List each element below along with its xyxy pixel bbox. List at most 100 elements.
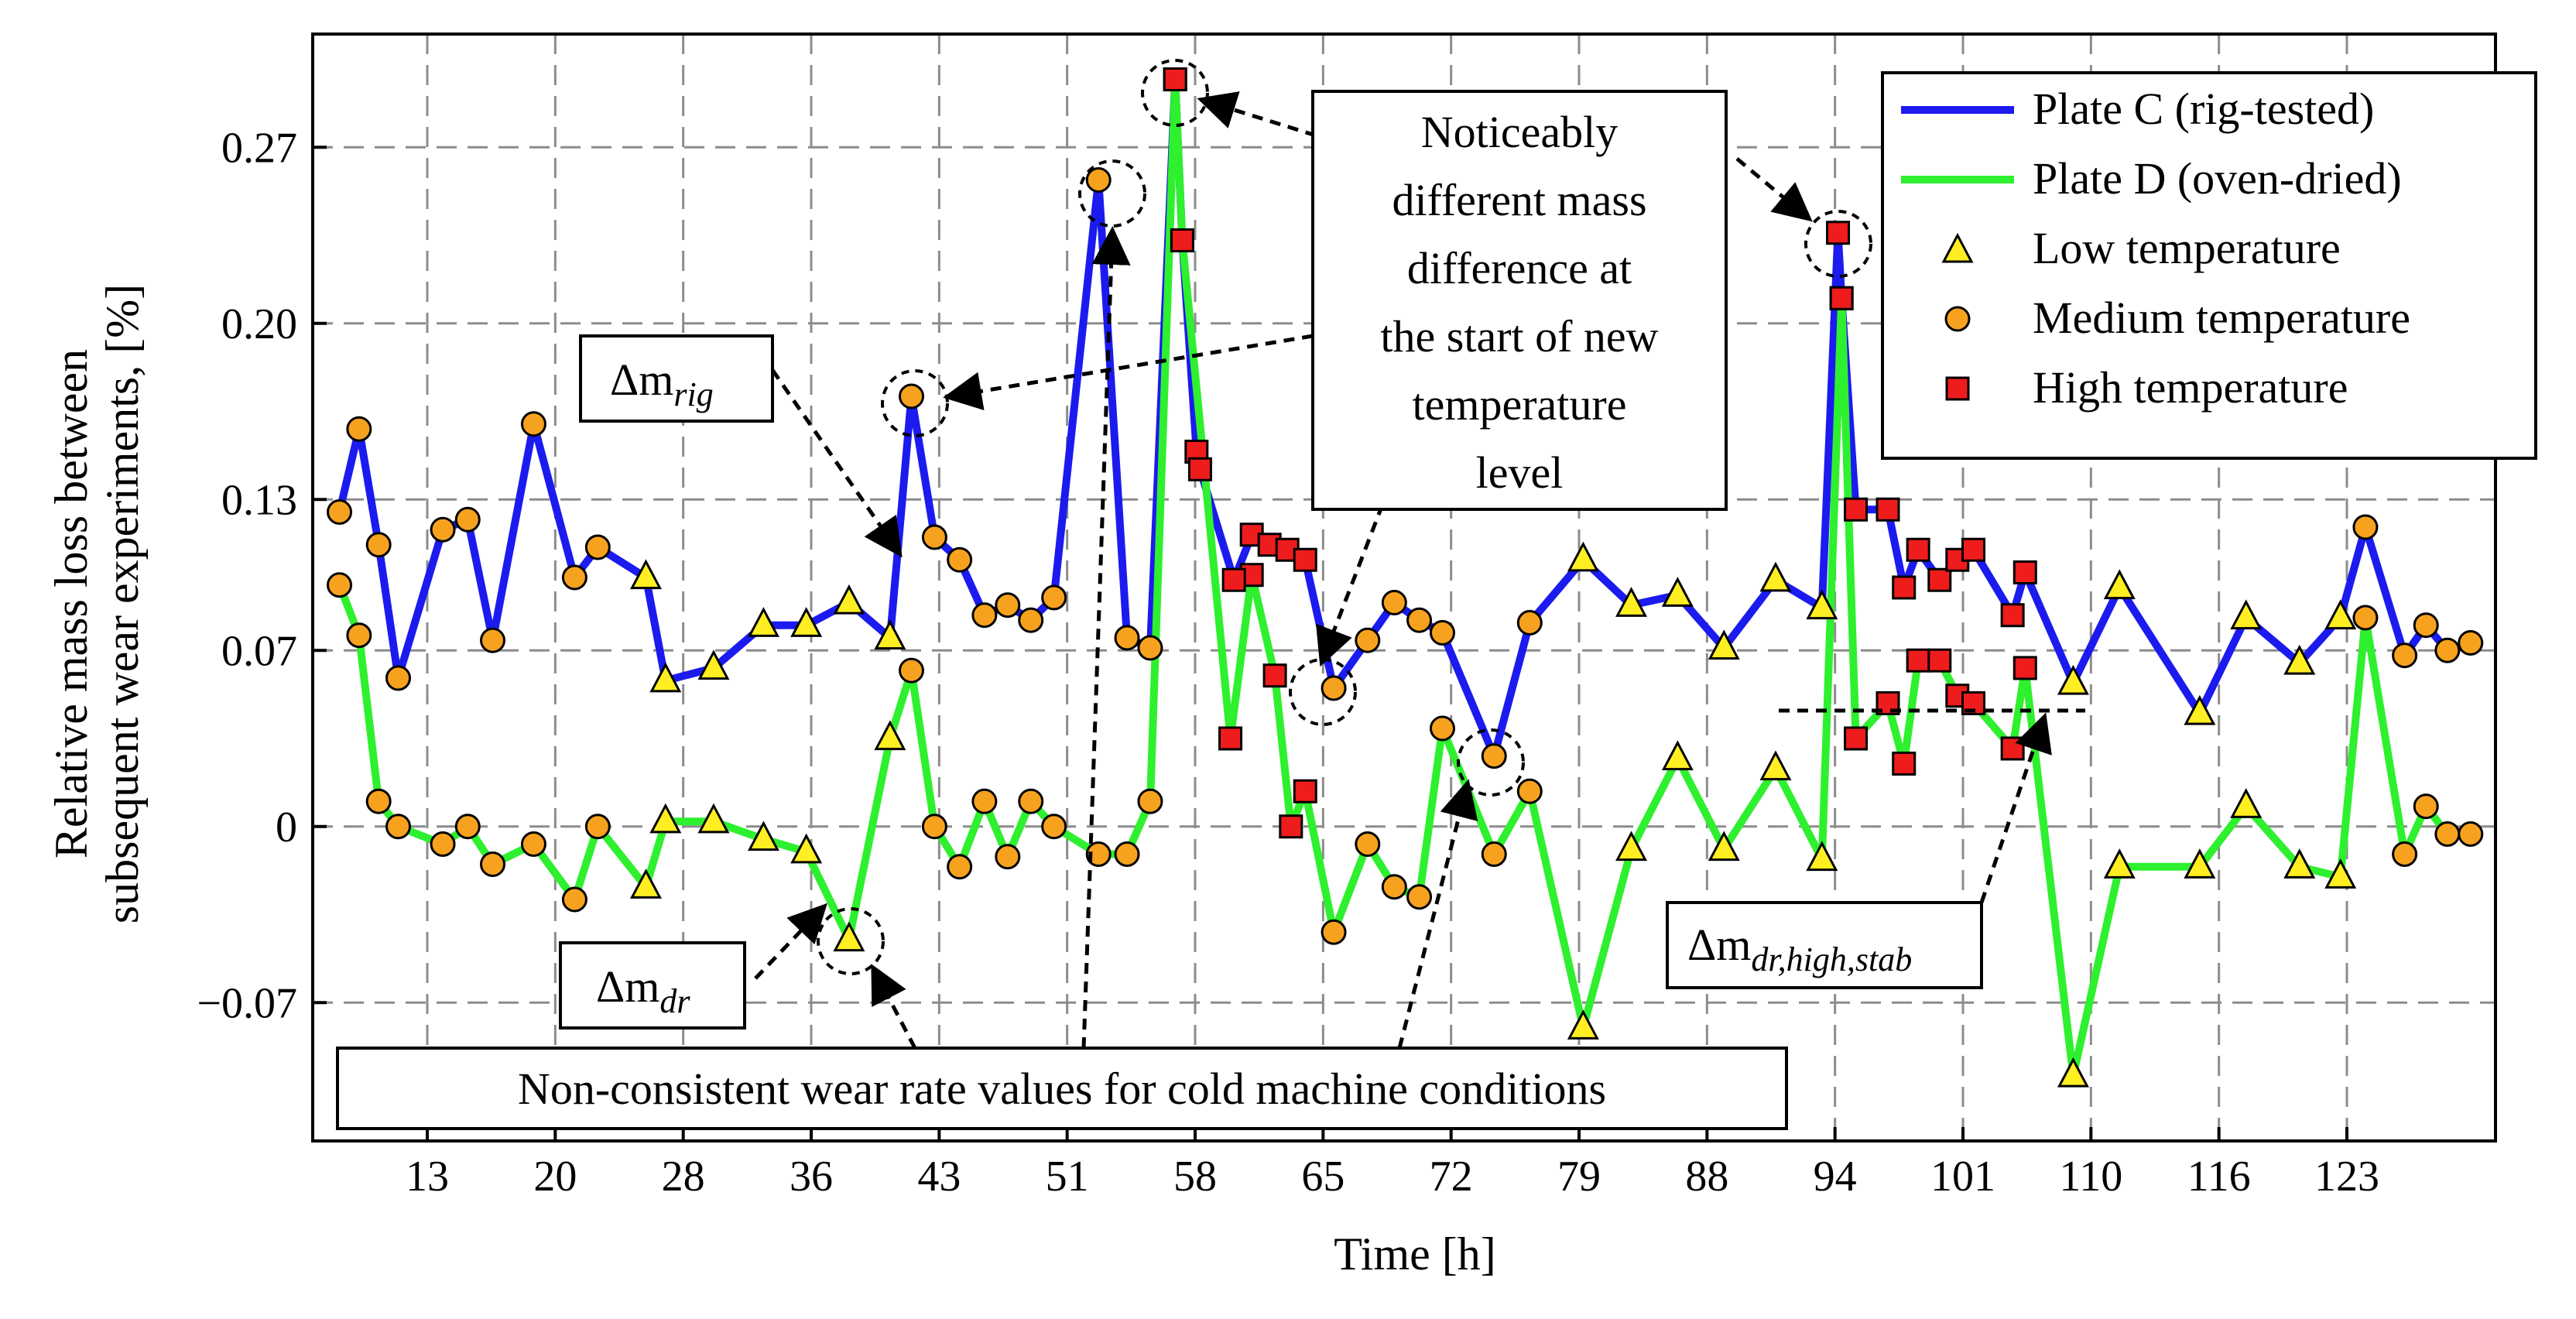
data-point-low	[1759, 750, 1792, 781]
legend-box	[1881, 71, 2537, 460]
data-point-low	[1708, 629, 1740, 660]
data-point-high	[1293, 779, 1317, 803]
data-point-medium	[947, 546, 973, 573]
annotation-dm-dr-high-stab: Δmdr,high,stab	[1666, 901, 1983, 989]
legend-label: High temperature	[2033, 362, 2348, 413]
x-tick-label: 58	[1173, 1153, 1217, 1201]
data-point-low	[2103, 848, 2136, 879]
data-point-low	[790, 833, 823, 864]
data-point-medium	[346, 622, 372, 649]
data-point-low	[790, 607, 823, 637]
legend-label: Low temperature	[2033, 223, 2341, 273]
data-point-high	[2000, 736, 2025, 761]
data-point-high	[1892, 575, 1917, 600]
data-point-medium	[1429, 620, 1455, 646]
data-point-high	[1927, 648, 1952, 673]
x-tick-label: 43	[917, 1153, 961, 1201]
annotation-dm-rig-base: Δm	[610, 355, 673, 405]
annotation-arrows	[754, 91, 2085, 1050]
data-point-medium	[454, 506, 481, 533]
annotation-noticeably-line-4: the start of new	[1380, 311, 1658, 361]
data-point-low	[2103, 569, 2136, 600]
data-point-low	[2057, 1057, 2089, 1088]
annotation-noticeably-line-3: difference at	[1407, 243, 1632, 293]
data-point-medium	[1406, 884, 1433, 910]
data-point-medium	[561, 886, 587, 913]
data-point-high	[1844, 726, 1869, 751]
data-point-medium	[898, 657, 924, 683]
data-point-medium	[2392, 642, 2418, 669]
annotation-noticeably: Noticeably different mass difference at …	[1311, 90, 1728, 511]
data-point-medium	[1429, 715, 1455, 742]
data-point-medium	[365, 788, 392, 814]
data-point-low	[874, 720, 906, 751]
data-point-medium	[1114, 625, 1140, 651]
arrow-cold-to-73	[1397, 779, 1478, 1049]
highlight-circle-peak-92	[1804, 210, 1872, 278]
annotation-noticeably-line-1: Noticeably	[1421, 107, 1618, 157]
arrow-dm-dr	[754, 903, 827, 980]
data-point-medium	[584, 814, 611, 840]
legend-label: Medium temperature	[2033, 293, 2410, 343]
data-point-low	[649, 803, 682, 834]
legend-item: Plate C (rig-tested)	[1901, 84, 2374, 134]
y-tick-label: 0	[276, 803, 297, 851]
data-point-medium	[365, 532, 392, 558]
data-point-medium	[898, 383, 924, 409]
data-point-high	[1829, 286, 1854, 310]
data-point-medium	[921, 814, 947, 840]
data-point-low	[1615, 831, 1648, 862]
data-point-medium	[1321, 919, 1347, 945]
data-point-medium	[2434, 637, 2461, 663]
y-axis-title: Relative mass loss between subsequent we…	[46, 284, 148, 923]
data-point-medium	[430, 831, 456, 857]
data-point-low	[2324, 858, 2357, 889]
legend-item: Medium temperature	[1944, 293, 2410, 343]
data-point-low	[2184, 694, 2216, 725]
data-point-high	[1279, 814, 1303, 839]
x-tick-label: 65	[1301, 1153, 1345, 1201]
data-point-medium	[1137, 788, 1163, 814]
data-point-low	[747, 607, 779, 637]
arrow-cold-to-51	[1081, 226, 1131, 1049]
data-point-high	[2012, 560, 2037, 584]
x-tick-label: 20	[533, 1153, 577, 1201]
data-point-medium	[520, 411, 546, 437]
data-point-high	[1218, 726, 1243, 751]
arrow-cold-to-37	[871, 964, 917, 1050]
data-point-medium	[1321, 675, 1347, 701]
data-point-medium	[1085, 841, 1112, 867]
data-point-high	[1906, 537, 1930, 562]
data-point-medium	[480, 851, 506, 877]
legend-item: Low temperature	[1941, 223, 2341, 273]
marker-layer	[327, 67, 2484, 1088]
data-point-medium	[1114, 841, 1140, 867]
x-tick-label: 94	[1814, 1153, 1857, 1201]
x-tick-label: 116	[2187, 1153, 2251, 1201]
annotation-dm-dr-label: Δmdr	[596, 961, 690, 1020]
x-tick-label: 72	[1430, 1153, 1473, 1201]
data-point-medium	[385, 814, 411, 840]
data-point-low	[833, 921, 865, 952]
x-tick-label: 28	[662, 1153, 705, 1201]
data-point-low	[649, 662, 682, 693]
data-point-medium	[2392, 841, 2418, 867]
data-point-medium	[1355, 627, 1381, 653]
data-point-low	[2283, 848, 2316, 879]
annotation-dm-rig-sub: rig	[673, 375, 713, 413]
annotation-non-consistent-box	[336, 1047, 1788, 1130]
annotation-noticeably-line-6: level	[1476, 447, 1564, 498]
arrow-dm-dr-high-stab	[1979, 712, 2052, 903]
data-point-medium	[2413, 612, 2439, 639]
legend-item: High temperature	[1945, 362, 2348, 413]
data-point-medium	[1481, 841, 1507, 867]
data-point-low	[629, 868, 662, 899]
data-point-high	[2000, 603, 2025, 628]
annotation-dm-rig-label: Δmrig	[610, 355, 714, 413]
data-point-medium	[327, 499, 353, 525]
x-tick-label: 101	[1930, 1153, 1995, 1201]
data-point-low	[629, 559, 662, 590]
x-tick-label: 13	[406, 1153, 449, 1201]
data-point-medium	[584, 534, 611, 560]
